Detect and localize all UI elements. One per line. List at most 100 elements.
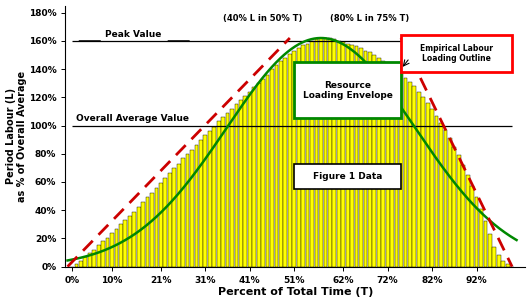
Bar <box>297 48 301 267</box>
Y-axis label: Period Labour (L)
as % of Overall Average: Period Labour (L) as % of Overall Averag… <box>5 71 27 202</box>
Bar <box>119 224 123 267</box>
Bar <box>212 127 216 267</box>
Bar <box>150 193 154 267</box>
Bar <box>470 186 474 267</box>
Bar <box>226 113 229 267</box>
Bar <box>252 87 256 267</box>
Bar <box>173 168 176 267</box>
Bar <box>426 103 430 267</box>
Bar <box>401 35 512 72</box>
Bar <box>248 92 252 267</box>
Bar <box>359 48 363 267</box>
Bar <box>350 45 354 267</box>
Bar <box>257 83 261 267</box>
Bar <box>101 241 105 267</box>
Bar <box>221 117 225 267</box>
Bar <box>79 261 83 267</box>
Bar <box>164 178 167 267</box>
Bar <box>181 158 185 267</box>
Bar <box>141 202 145 267</box>
Bar <box>368 52 372 267</box>
Bar <box>372 55 376 267</box>
Text: Overall Average Value: Overall Average Value <box>76 115 190 123</box>
Bar <box>145 198 149 267</box>
Text: (80% L in 75% T): (80% L in 75% T) <box>330 14 409 23</box>
Bar <box>132 211 136 267</box>
Bar <box>217 121 220 267</box>
Bar <box>435 116 439 267</box>
Text: Peak Value: Peak Value <box>105 30 162 39</box>
Bar <box>279 61 283 267</box>
Bar <box>244 96 247 267</box>
Bar <box>332 39 336 267</box>
Bar <box>488 234 492 267</box>
Bar <box>399 73 403 267</box>
Bar <box>417 92 421 267</box>
Bar <box>404 78 407 267</box>
Bar <box>177 164 181 267</box>
Bar <box>208 131 212 267</box>
Bar <box>457 155 461 267</box>
Bar <box>83 257 87 267</box>
Bar <box>97 245 100 267</box>
Bar <box>461 165 465 267</box>
Text: Resource
Loading Envelope: Resource Loading Envelope <box>303 81 392 100</box>
Bar <box>421 97 425 267</box>
Bar <box>341 42 345 267</box>
Bar <box>439 123 443 267</box>
Bar <box>377 58 381 267</box>
Bar <box>479 209 483 267</box>
Bar <box>288 54 292 267</box>
Bar <box>294 62 401 118</box>
Bar <box>395 69 398 267</box>
Bar <box>110 233 114 267</box>
Bar <box>448 138 452 267</box>
Bar <box>186 154 190 267</box>
Bar <box>275 65 278 267</box>
Bar <box>413 86 416 267</box>
Bar <box>497 255 501 267</box>
Bar <box>323 38 327 267</box>
Bar <box>310 41 314 267</box>
Bar <box>137 207 141 267</box>
Bar <box>194 145 199 267</box>
Bar <box>443 130 447 267</box>
Bar <box>128 216 132 267</box>
Bar <box>123 220 127 267</box>
Bar <box>328 38 332 267</box>
Bar <box>293 51 296 267</box>
Bar <box>506 264 510 267</box>
Bar <box>306 44 310 267</box>
Bar <box>386 63 390 267</box>
Bar <box>346 44 349 267</box>
Bar <box>155 188 158 267</box>
Bar <box>430 108 434 267</box>
Bar <box>452 147 456 267</box>
Bar <box>484 221 487 267</box>
Bar <box>501 261 505 267</box>
Bar <box>492 247 496 267</box>
Text: Empirical Labour
Loading Outline: Empirical Labour Loading Outline <box>420 44 493 63</box>
Bar <box>337 41 340 267</box>
Bar <box>466 175 469 267</box>
Bar <box>355 46 358 267</box>
Bar <box>235 104 238 267</box>
Bar <box>203 135 207 267</box>
Bar <box>230 108 234 267</box>
Bar <box>408 82 412 267</box>
Bar <box>314 39 319 267</box>
Bar <box>74 264 79 267</box>
Bar <box>199 140 203 267</box>
Bar <box>168 174 172 267</box>
Bar <box>381 61 385 267</box>
Bar <box>239 100 243 267</box>
Bar <box>266 75 270 267</box>
Bar <box>294 164 401 189</box>
Bar <box>159 183 163 267</box>
Text: Figure 1 Data: Figure 1 Data <box>313 172 382 181</box>
Bar <box>390 66 394 267</box>
Bar <box>364 51 367 267</box>
Bar <box>88 252 92 267</box>
Bar <box>284 58 287 267</box>
Bar <box>92 250 96 267</box>
